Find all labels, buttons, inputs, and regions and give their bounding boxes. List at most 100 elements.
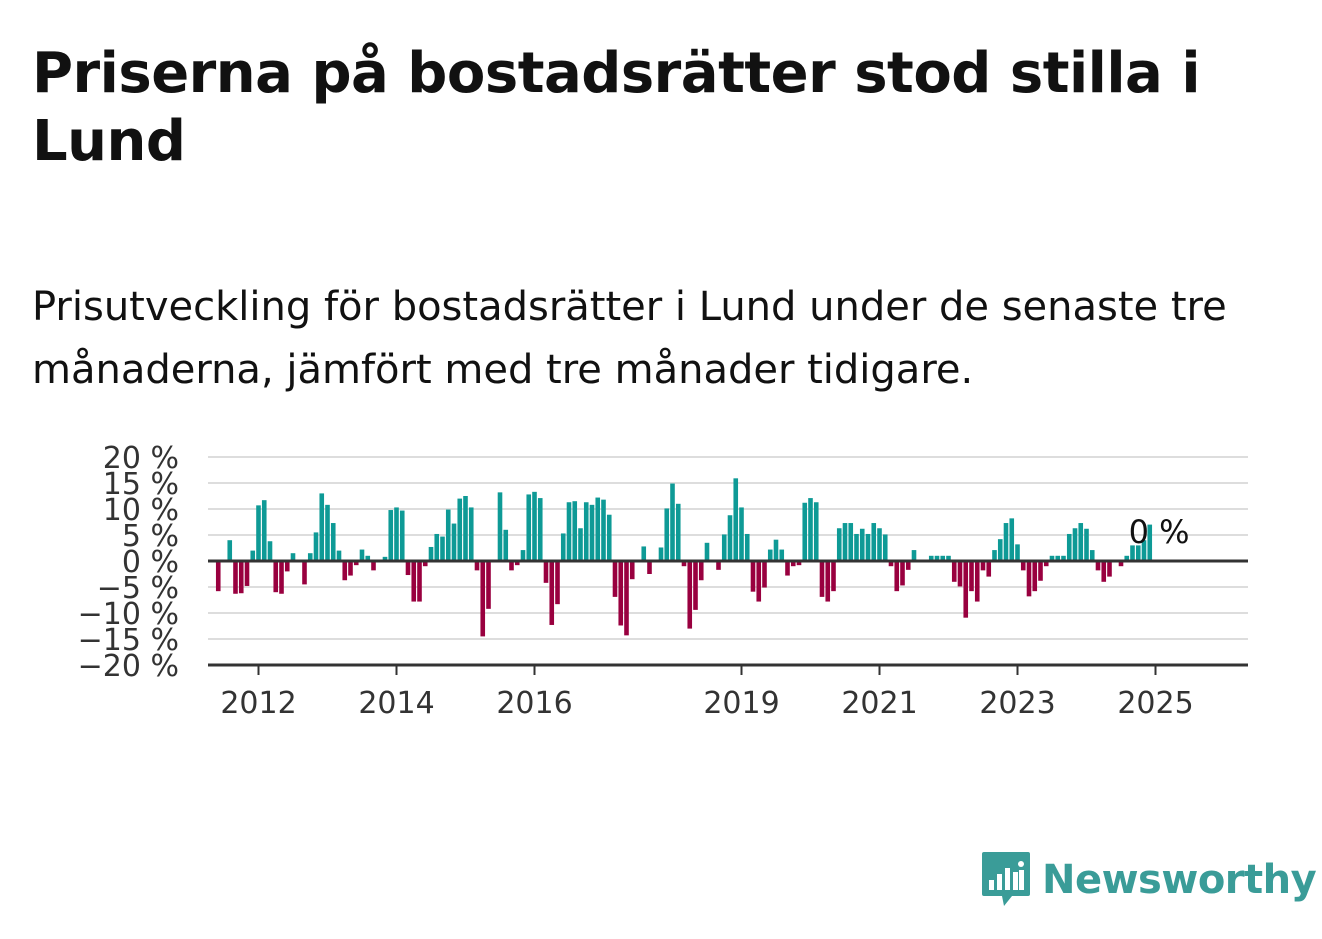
bar — [589, 504, 595, 561]
bar — [405, 561, 411, 576]
x-tick-label: 2012 — [220, 686, 296, 721]
bar — [1084, 528, 1089, 561]
bar — [1043, 561, 1049, 567]
bar — [1118, 561, 1124, 567]
bar — [647, 561, 652, 574]
bar — [422, 561, 428, 567]
bar — [273, 561, 279, 593]
bar — [629, 561, 635, 580]
bar — [1015, 544, 1020, 561]
bar — [601, 499, 606, 561]
bar — [313, 532, 319, 561]
x-tick-label: 2021 — [841, 686, 917, 721]
bar — [871, 523, 877, 561]
bar — [894, 561, 900, 592]
bar — [1026, 561, 1032, 597]
bar — [520, 550, 526, 561]
bar — [543, 561, 549, 583]
y-tick-label: −20 % — [78, 649, 179, 684]
bar — [681, 561, 687, 567]
bar — [992, 550, 997, 561]
bar — [1078, 523, 1084, 561]
bar — [382, 556, 388, 561]
bar — [716, 561, 721, 570]
bar — [980, 561, 986, 571]
bar — [790, 561, 796, 567]
bar — [882, 534, 888, 561]
bar — [957, 561, 963, 587]
bar — [1124, 555, 1130, 561]
bar — [779, 549, 785, 561]
bar — [658, 547, 664, 561]
bar — [785, 561, 790, 576]
bar — [802, 502, 808, 561]
bar — [808, 498, 813, 561]
bar — [733, 478, 739, 561]
bar — [486, 561, 491, 609]
bar — [773, 539, 779, 561]
last-value-label: 0 % — [1129, 513, 1190, 551]
bar — [1066, 533, 1072, 561]
bar — [825, 561, 831, 602]
bar — [750, 561, 756, 592]
bar — [417, 561, 422, 602]
bar — [664, 508, 670, 561]
bar — [1147, 524, 1153, 561]
bar — [1049, 555, 1055, 561]
gridlines — [208, 456, 1248, 640]
bar — [261, 500, 267, 561]
bar — [509, 561, 514, 571]
bar — [859, 528, 865, 561]
axes — [208, 559, 1248, 667]
bar — [767, 549, 773, 561]
bar — [290, 553, 296, 561]
bar — [549, 561, 555, 625]
bar — [1130, 545, 1135, 561]
bar — [687, 561, 693, 629]
bar — [842, 523, 848, 561]
bar — [445, 509, 451, 561]
bar — [946, 555, 951, 561]
bar — [457, 498, 463, 561]
bar — [911, 550, 917, 561]
bar — [888, 561, 894, 567]
bar — [1009, 518, 1015, 561]
bar — [848, 523, 854, 561]
bar — [233, 561, 238, 594]
bar — [256, 505, 261, 561]
x-axis-tick-labels: 2012 2014 2016 2019 2021 2023 2025 — [220, 665, 1194, 721]
x-tick-label: 2023 — [979, 686, 1055, 721]
bar — [744, 533, 750, 561]
bar — [371, 561, 376, 571]
bar — [1107, 561, 1112, 577]
bar — [394, 507, 399, 561]
bar — [900, 561, 905, 586]
x-tick-label: 2025 — [1117, 686, 1193, 721]
bar — [969, 561, 974, 592]
y-tick-label: 15 % — [103, 467, 179, 502]
bar — [624, 561, 629, 636]
bar — [365, 555, 371, 561]
bar — [670, 483, 675, 561]
bar — [612, 561, 618, 597]
bar — [284, 561, 290, 572]
bar — [1003, 523, 1009, 561]
y-axis-tick-labels: 20 %15 %10 %5 %0 %−5 %−10 %−15 %−20 % — [78, 441, 179, 684]
bar — [463, 496, 468, 561]
bar — [215, 561, 221, 592]
bar — [325, 504, 330, 561]
bar — [1055, 555, 1061, 561]
bar — [532, 491, 537, 561]
y-tick-label: 20 % — [103, 441, 179, 476]
bar — [865, 533, 871, 561]
bar — [307, 553, 313, 561]
bar — [951, 561, 957, 582]
bar — [928, 555, 934, 561]
x-tick-label: 2014 — [358, 686, 434, 721]
bar — [330, 523, 336, 561]
y-tick-label: −15 % — [78, 623, 179, 658]
bar — [693, 561, 698, 610]
bar — [1072, 528, 1078, 561]
y-tick-label: −5 % — [97, 571, 179, 606]
y-tick-label: 10 % — [103, 493, 179, 528]
